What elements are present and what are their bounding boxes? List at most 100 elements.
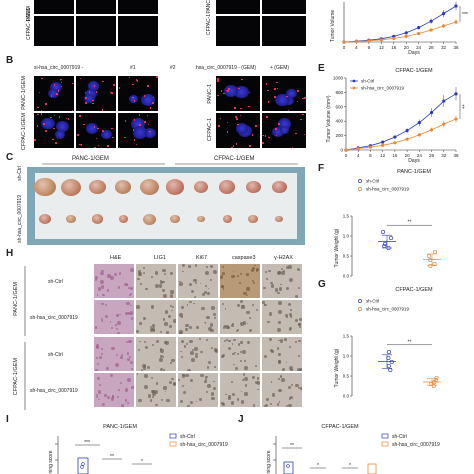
- panel-h-group-label: PANC-1/GEM: [13, 282, 19, 316]
- stain-spot: [204, 322, 207, 324]
- stain-spot: [199, 282, 202, 285]
- panel-e-xlabel: Days: [408, 158, 420, 164]
- data-point: [405, 128, 409, 133]
- stain-spot: [149, 326, 152, 328]
- panel-a-right-row-label-2: CFPAC-1: [206, 14, 212, 36]
- fish-micrograph: [118, 76, 158, 111]
- rna-signal: [226, 121, 229, 124]
- data-point: [405, 137, 409, 141]
- stain-spot: [191, 358, 195, 362]
- stain-spot: [172, 306, 175, 309]
- stain-spot: [285, 266, 289, 270]
- fish-micrograph: [118, 113, 158, 148]
- x-tick-label: 20: [405, 153, 411, 158]
- data-point: [417, 133, 421, 137]
- stain-spot: [166, 399, 170, 403]
- x-tick-label: 0: [343, 45, 346, 50]
- stain-spot: [242, 305, 245, 307]
- stain-spot: [94, 368, 98, 371]
- rna-signal: [57, 90, 60, 92]
- stain-spot: [100, 348, 103, 351]
- rna-signal: [124, 136, 126, 139]
- x-tick-label: 12: [379, 45, 385, 50]
- data-point: [382, 241, 388, 247]
- stain-spot: [296, 267, 300, 271]
- fish-micrograph: [262, 76, 306, 111]
- legend-label: sh-Ctrl: [366, 179, 379, 184]
- panel-d-chart: 0 4 8 12 16 20 24 28 32 36 *** Tumor Volume Days: [330, 1, 468, 56]
- stain-spot: [162, 356, 165, 358]
- stain-spot: [240, 341, 243, 344]
- rna-signal: [71, 109, 74, 111]
- stain-spot: [104, 394, 108, 398]
- stain-spot: [106, 367, 109, 370]
- x-tick-label: 32: [441, 45, 447, 50]
- data-point: [392, 36, 396, 41]
- panel-h-col-label: Ki67: [196, 255, 208, 261]
- x-tick-label: 36: [453, 153, 459, 158]
- rna-signal: [239, 114, 242, 117]
- rna-signal: [274, 96, 276, 98]
- stain-spot: [117, 320, 121, 325]
- data-point: [354, 39, 359, 44]
- y-tick-label: 400: [335, 119, 343, 124]
- rna-signal: [227, 90, 229, 92]
- stain-spot: [242, 378, 245, 381]
- stain-spot: [184, 345, 187, 348]
- stain-spot: [162, 280, 165, 284]
- panel-a-micrograph: [34, 0, 74, 14]
- stain-spot: [167, 315, 172, 319]
- rna-signal: [53, 84, 56, 86]
- stain-spot: [278, 353, 281, 356]
- stain-spot: [143, 316, 147, 321]
- stain-spot: [152, 330, 155, 332]
- stain-spot: [118, 286, 121, 289]
- stain-spot: [163, 386, 167, 390]
- stain-spot: [233, 338, 236, 342]
- panel-i-point: [80, 465, 84, 469]
- nucleus: [55, 130, 65, 139]
- stain-spot: [159, 348, 163, 351]
- y-tick-label: 1.5: [343, 214, 350, 219]
- panel-a-micrograph: [76, 0, 116, 14]
- tumor-specimen: [245, 180, 261, 194]
- rna-signal: [275, 128, 277, 130]
- rna-signal: [297, 90, 299, 92]
- stain-spot: [240, 390, 243, 393]
- rna-signal: [53, 127, 55, 129]
- rna-signal: [72, 82, 74, 85]
- stain-spot: [128, 339, 132, 344]
- stain-spot: [239, 322, 244, 327]
- stain-spot: [264, 303, 268, 307]
- data-point: [367, 39, 371, 43]
- stain-spot: [110, 397, 115, 402]
- stain-spot: [295, 383, 299, 387]
- stain-spot: [170, 358, 175, 363]
- rna-signal: [149, 130, 151, 133]
- panel-b-row-label: CFPAC-1: [207, 118, 213, 142]
- stain-spot: [110, 326, 114, 329]
- stain-spot: [246, 310, 251, 315]
- stain-spot: [171, 377, 174, 381]
- rna-signal: [296, 100, 299, 103]
- rna-signal: [77, 134, 79, 136]
- panel-i-point: [81, 462, 85, 466]
- stain-spot: [262, 301, 265, 304]
- ihc-image: [94, 300, 134, 334]
- rna-signal: [45, 130, 47, 132]
- stain-spot: [169, 380, 173, 384]
- stain-spot: [210, 347, 213, 350]
- y-tick-label: 800: [335, 90, 343, 95]
- nucleus: [101, 129, 113, 140]
- rna-signal: [152, 102, 154, 104]
- stain-spot: [179, 331, 183, 334]
- stain-spot: [195, 352, 198, 355]
- nucleus: [50, 81, 63, 93]
- stain-spot: [159, 354, 163, 359]
- stain-spot: [266, 277, 269, 280]
- stain-spot: [252, 404, 256, 407]
- data-point: [386, 245, 391, 251]
- y-tick-label: 600: [335, 104, 343, 109]
- stain-spot: [298, 323, 302, 327]
- rna-signal: [237, 123, 239, 126]
